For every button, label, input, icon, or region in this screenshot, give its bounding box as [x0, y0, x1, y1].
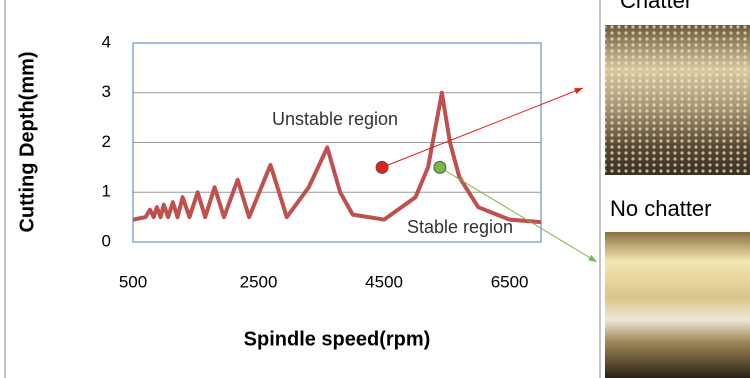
point — [433, 160, 447, 174]
x-axis-title: Spindle speed(rpm) — [244, 328, 431, 350]
y-tick-label: 4 — [102, 32, 111, 51]
chatter-texture — [605, 25, 750, 175]
arrow-head — [588, 254, 597, 262]
x-tick-label: 2500 — [240, 272, 278, 291]
arrow-head — [574, 88, 583, 94]
annotation: Stable region — [407, 217, 513, 237]
annotation: Unstable region — [272, 109, 398, 129]
arrow-line — [439, 166, 598, 263]
y-tick-label: 3 — [102, 82, 111, 101]
no-chatter-photo — [605, 232, 750, 378]
x-tick-label: 500 — [119, 272, 147, 291]
stability-lobe-line — [132, 90, 542, 225]
y-tick-label: 2 — [102, 132, 111, 151]
point — [375, 160, 389, 174]
y-tick-label: 1 — [102, 182, 111, 201]
plot-border — [132, 42, 542, 243]
image-label: Chatter — [620, 0, 692, 13]
x-tick-label: 4500 — [365, 272, 403, 291]
chart-frame — [4, 0, 601, 378]
arrow-line — [381, 87, 584, 168]
image-label: No chatter — [610, 196, 712, 221]
y-tick-label: 0 — [102, 231, 111, 250]
x-tick-label: 6500 — [491, 272, 529, 291]
y-axis-title: Cutting Depth(mm) — [16, 51, 38, 232]
